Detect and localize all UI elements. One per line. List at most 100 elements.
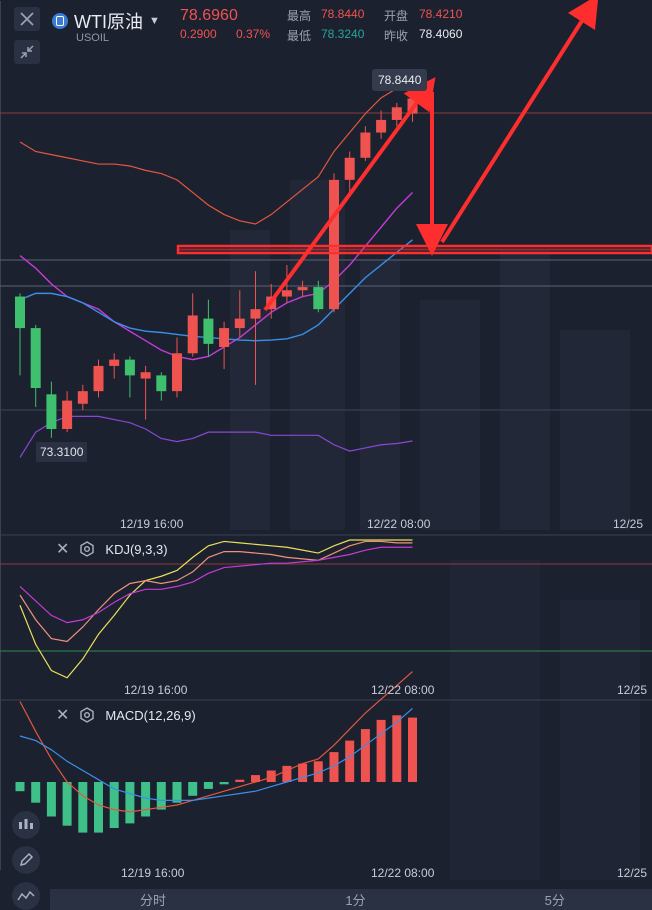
macd-title: MACD(12,26,9) (105, 707, 196, 723)
candle-body (187, 315, 198, 354)
close-button[interactable] (14, 7, 40, 31)
macd-hist-bar (156, 782, 166, 810)
macd-hist-bar (266, 770, 276, 782)
macd-hist-bar (345, 740, 355, 782)
candle-body (93, 365, 104, 392)
collapse-button[interactable] (14, 40, 40, 64)
high-value: 78.8440 (321, 7, 365, 21)
kdj-k-line (19, 540, 413, 643)
macd-hist-bar (408, 717, 417, 782)
candle-body (172, 353, 182, 392)
annotation-layer (176, 0, 652, 312)
macd-close-icon[interactable]: ✕ (56, 707, 70, 724)
main-x-tick: 12/19 16:00 (120, 517, 184, 531)
last-price: 78.6960 (180, 7, 238, 24)
up-arrow-annotation (263, 77, 436, 312)
ma-line (19, 239, 413, 342)
candle-body (109, 359, 120, 366)
macd-hist-bar (235, 779, 245, 782)
candle-body (15, 296, 25, 329)
collapse-icon (20, 45, 34, 59)
macd-hist-bar (298, 763, 308, 782)
macd-hist-bar (188, 782, 198, 796)
boll-lower-line (19, 415, 413, 458)
macd-x-tick: 12/25 (617, 866, 648, 880)
candle-body (250, 309, 261, 319)
macd-hist-bar (78, 782, 88, 833)
candle-body (297, 287, 308, 291)
close-icon (20, 12, 34, 26)
low-label: 最低 (287, 29, 312, 43)
high-label: 最高 (287, 9, 312, 23)
candle-body (46, 394, 57, 429)
macd-hist-bar (46, 782, 56, 817)
macd-hist-bar (141, 782, 151, 817)
macd-dif-line (19, 671, 413, 813)
candle-body (30, 328, 41, 388)
background-skyline (230, 180, 640, 880)
macd-hist-bar (125, 782, 135, 824)
macd-hist-bar (15, 782, 25, 792)
candle-body (391, 107, 402, 120)
macd-hist-bar (313, 761, 323, 782)
candle-body (124, 359, 135, 376)
macd-dea-line (19, 707, 413, 802)
symbol-name: WTI原油 (74, 12, 143, 32)
kdj-x-tick: 12/22 08:00 (371, 683, 435, 697)
symbol-code: USOIL (76, 32, 110, 44)
candle-body (281, 290, 292, 297)
line-chart-icon (17, 890, 35, 901)
open-value: 78.4210 (419, 7, 463, 21)
kdj-title: KDJ(9,3,3) (105, 541, 168, 557)
boll-upper-line (19, 81, 413, 225)
up-arrow-annotation-2 (440, 0, 599, 244)
macd-hist-bar (219, 782, 229, 785)
prev-close-label: 昨收 (384, 29, 409, 43)
macd-hist-bar (329, 752, 339, 782)
open-label: 开盘 (384, 9, 409, 23)
indicator-button[interactable] (12, 882, 40, 910)
symbol-selector[interactable]: WTI原油 ▼ (52, 8, 160, 34)
macd-hist-bar (203, 782, 213, 789)
candle-body (203, 318, 214, 344)
pencil-icon (19, 852, 34, 867)
kdj-x-tick: 12/25 (617, 683, 648, 697)
candle-body (313, 287, 324, 310)
candle-body (376, 119, 387, 133)
macd-hist-bar (392, 715, 402, 782)
candle-body (62, 400, 73, 429)
kdj-close-icon[interactable]: ✕ (56, 541, 70, 558)
macd-hist-bar (31, 782, 41, 803)
tab-minute-line[interactable]: 分时 (140, 893, 167, 908)
tab-5min[interactable]: 5分 (544, 893, 565, 908)
macd-hist-bar (360, 729, 370, 782)
chevron-down-icon: ▼ (149, 15, 160, 27)
candle-body (156, 375, 167, 392)
high-price-marker: 78.8440 (372, 69, 428, 91)
kdj-d-line (19, 546, 413, 624)
main-x-tick: 12/25 (613, 517, 644, 531)
tab-1min[interactable]: 1分 (345, 893, 366, 908)
kdj-x-tick: 12/19 16:00 (124, 683, 188, 697)
candle-style-button[interactable] (12, 811, 40, 839)
macd-hist-bar (62, 782, 72, 826)
candle-body (234, 318, 245, 329)
candlestick-icon (19, 819, 33, 829)
candle-body (140, 372, 151, 379)
macd-header: ✕ MACD(12,26,9) (56, 705, 196, 725)
main-x-tick: 12/22 08:00 (367, 517, 431, 531)
kdj-settings-icon[interactable] (79, 541, 95, 557)
candle-body (344, 157, 355, 180)
candle-body (329, 179, 339, 310)
symbol-logo-icon (52, 13, 68, 29)
draw-tool-button[interactable] (12, 846, 40, 874)
macd-hist-bar (251, 775, 260, 782)
macd-hist-bar (109, 782, 119, 828)
macd-hist-bar (282, 765, 292, 782)
macd-settings-icon[interactable] (79, 707, 95, 723)
kdj-header: ✕ KDJ(9,3,3) (56, 539, 168, 559)
price-change: 0.2900 (180, 27, 217, 41)
candle-body (219, 328, 230, 347)
